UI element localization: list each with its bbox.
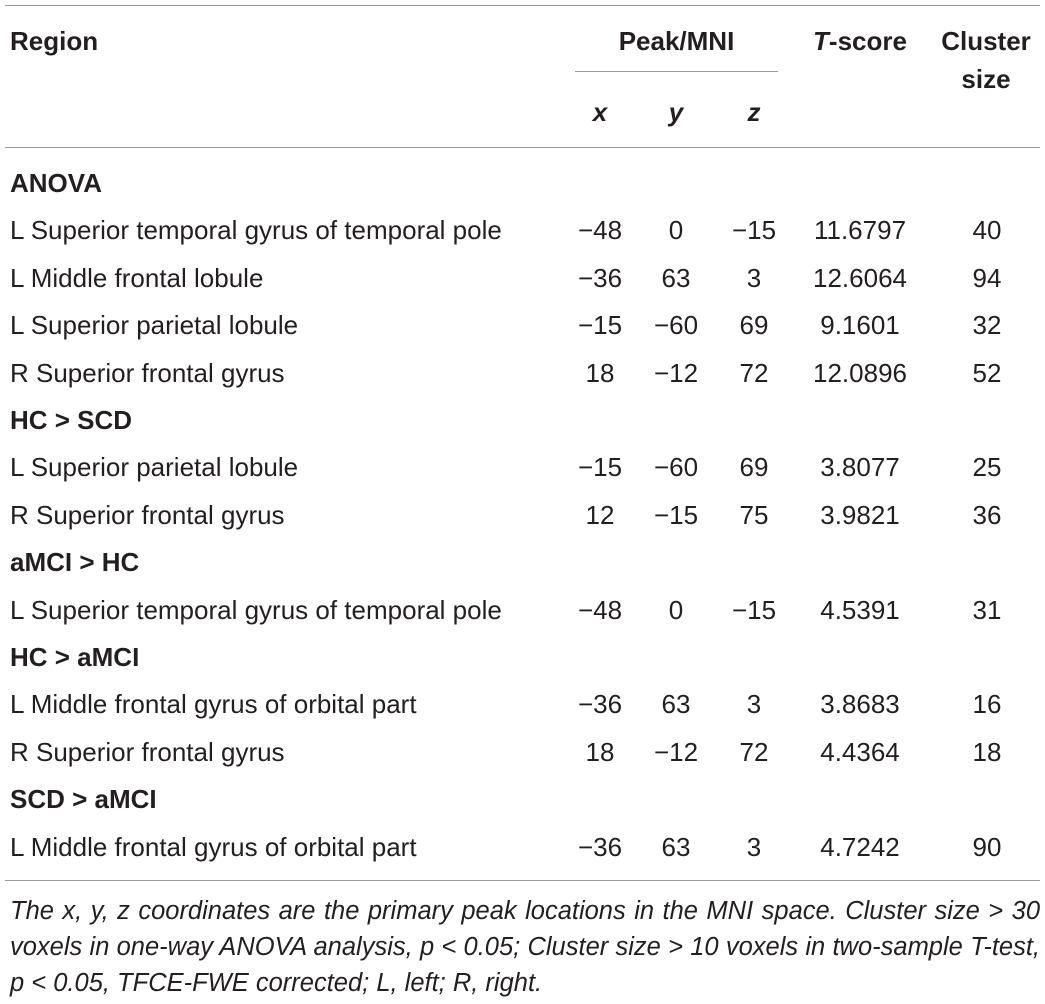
y-cell: 0 — [668, 215, 684, 246]
region-cell: L Superior parietal lobule — [10, 310, 299, 341]
cluster-size-cell: 36 — [972, 499, 1002, 530]
table-row: L Superior parietal lobule −15 −60 69 9.1601… — [0, 302, 1045, 349]
table-row: L Middle frontal gyrus of orbital part −3… — [0, 824, 1045, 871]
y-cell: −60 — [653, 310, 699, 341]
z-cell: 3 — [746, 831, 762, 862]
header-t-suffix: -score — [828, 26, 907, 56]
t-score-cell: 4.5391 — [820, 594, 900, 625]
cluster-size-cell: 40 — [972, 215, 1002, 246]
z-cell: −15 — [731, 594, 777, 625]
table-footnote: The x, y, z coordinates are the primary … — [10, 897, 1040, 997]
y-cell: −60 — [653, 452, 699, 483]
z-cell: 72 — [739, 357, 769, 388]
t-score-cell: 12.0896 — [813, 357, 907, 388]
x-cell: 12 — [585, 499, 615, 530]
x-cell: −48 — [577, 594, 623, 625]
region-cell: L Superior temporal gyrus of temporal po… — [10, 594, 502, 625]
table-bottom-rule — [5, 880, 1040, 881]
z-cell: 72 — [739, 736, 769, 767]
header-cluster-line1: Cluster — [941, 26, 1031, 56]
header-cluster-line2: size — [961, 64, 1011, 94]
t-score-cell: 4.7242 — [820, 831, 900, 862]
header-z: z — [747, 97, 761, 127]
header-t-letter: T — [813, 26, 829, 56]
cluster-size-cell: 31 — [972, 594, 1002, 625]
cluster-size-cell: 18 — [972, 736, 1002, 767]
z-cell: 3 — [746, 262, 762, 293]
x-cell: −36 — [577, 831, 623, 862]
cluster-size-cell: 90 — [972, 831, 1002, 862]
region-cell: L Middle frontal gyrus of orbital part — [10, 689, 417, 720]
y-cell: 63 — [661, 831, 691, 862]
z-cell: 3 — [746, 689, 762, 720]
y-cell: −15 — [653, 499, 699, 530]
group-header-row: SCD > aMCI — [0, 776, 1045, 823]
region-cell: R Superior frontal gyrus — [10, 357, 285, 388]
table-row: L Superior temporal gyrus of temporal po… — [0, 207, 1045, 254]
y-cell: 63 — [661, 262, 691, 293]
header-y: y — [668, 97, 684, 127]
z-cell: 69 — [739, 310, 769, 341]
t-score-cell: 9.1601 — [820, 310, 900, 341]
cluster-size-cell: 32 — [972, 310, 1002, 341]
t-score-cell: 3.9821 — [820, 499, 900, 530]
x-cell: −36 — [577, 262, 623, 293]
group-header-row: HC > aMCI — [0, 634, 1045, 681]
header-t-score: T-score — [795, 22, 925, 60]
cluster-size-cell: 25 — [972, 452, 1002, 483]
table-row: L Superior parietal lobule −15 −60 69 3.8077… — [0, 444, 1045, 491]
y-cell: 0 — [668, 594, 684, 625]
x-cell: −15 — [577, 452, 623, 483]
z-cell: −15 — [731, 215, 777, 246]
z-cell: 75 — [739, 499, 769, 530]
header-peak-mni: Peak/MNI — [618, 26, 735, 56]
cluster-size-cell: 94 — [972, 262, 1002, 293]
t-score-cell: 3.8077 — [820, 452, 900, 483]
group-label: SCD > aMCI — [10, 784, 157, 815]
table-row: L Middle frontal lobule −36 63 3 12.6064 94 — [0, 255, 1045, 302]
cluster-size-cell: 16 — [972, 689, 1002, 720]
table-top-rule — [5, 5, 1040, 6]
group-header-row: ANOVA — [0, 160, 1045, 207]
region-cell: R Superior frontal gyrus — [10, 736, 285, 767]
x-cell: −15 — [577, 310, 623, 341]
group-label: HC > SCD — [10, 405, 133, 435]
table-row: R Superior frontal gyrus 18 −12 72 12.0896 52 — [0, 350, 1045, 397]
header-bottom-rule — [5, 147, 1040, 148]
y-cell: −12 — [653, 736, 699, 767]
region-cell: L Middle frontal gyrus of orbital part — [10, 831, 417, 862]
x-cell: 18 — [585, 357, 615, 388]
x-cell: −36 — [577, 689, 623, 720]
t-score-cell: 11.6797 — [813, 215, 907, 246]
z-cell: 69 — [739, 452, 769, 483]
x-cell: −48 — [577, 215, 623, 246]
header-x: x — [592, 97, 608, 127]
header-region: Region — [10, 26, 99, 56]
header-cluster-size: Cluster size — [930, 22, 1042, 98]
region-cell: L Middle frontal lobule — [10, 262, 264, 293]
table-row: R Superior frontal gyrus 18 −12 72 4.4364 18 — [0, 729, 1045, 776]
region-cell: R Superior frontal gyrus — [10, 499, 285, 530]
t-score-cell: 4.4364 — [820, 736, 900, 767]
y-cell: −12 — [653, 357, 699, 388]
t-score-cell: 3.8683 — [820, 689, 900, 720]
group-label: ANOVA — [10, 168, 102, 198]
y-cell: 63 — [661, 689, 691, 720]
group-label: aMCI > HC — [10, 547, 140, 578]
group-header-row: HC > SCD — [0, 397, 1045, 444]
table-row: R Superior frontal gyrus 12 −15 75 3.9821 36 — [0, 492, 1045, 539]
x-cell: 18 — [585, 736, 615, 767]
table-row: L Superior temporal gyrus of temporal po… — [0, 587, 1045, 634]
group-label: HC > aMCI — [10, 642, 140, 672]
region-cell: L Superior parietal lobule — [10, 452, 299, 483]
peak-mni-rule — [575, 71, 778, 72]
group-header-row: aMCI > HC — [0, 539, 1045, 586]
t-score-cell: 12.6064 — [813, 262, 907, 293]
table-row: L Middle frontal gyrus of orbital part −3… — [0, 681, 1045, 728]
cluster-size-cell: 52 — [972, 357, 1002, 388]
region-cell: L Superior temporal gyrus of temporal po… — [10, 215, 502, 246]
